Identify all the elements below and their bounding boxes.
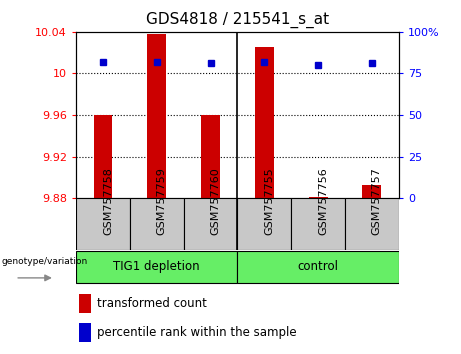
Bar (148, 34, 166, 198)
Bar (291, 198, 345, 250)
Text: GSM757758: GSM757758 (103, 167, 113, 235)
Text: percentile rank within the sample: percentile rank within the sample (97, 326, 297, 339)
Text: genotype/variation: genotype/variation (1, 257, 88, 266)
Bar (237, 198, 291, 250)
Text: GSM757756: GSM757756 (318, 167, 328, 235)
Bar (79, 294, 90, 313)
Bar (76, 251, 237, 283)
Bar (309, 197, 327, 198)
Bar (130, 198, 183, 250)
Text: GSM757755: GSM757755 (264, 167, 274, 235)
Bar (345, 198, 399, 250)
Text: GSM757760: GSM757760 (211, 167, 220, 235)
Bar (94, 115, 112, 198)
Text: transformed count: transformed count (97, 297, 207, 310)
Bar (76, 198, 130, 250)
Title: GDS4818 / 215541_s_at: GDS4818 / 215541_s_at (146, 12, 329, 28)
Text: control: control (298, 260, 338, 273)
Bar (237, 251, 399, 283)
Text: GSM757757: GSM757757 (372, 167, 382, 235)
Bar (362, 185, 381, 198)
Bar (201, 115, 220, 198)
Text: TIG1 depletion: TIG1 depletion (113, 260, 200, 273)
Bar (255, 47, 274, 198)
Bar (79, 324, 90, 342)
Text: GSM757759: GSM757759 (157, 167, 167, 235)
Bar (183, 198, 237, 250)
